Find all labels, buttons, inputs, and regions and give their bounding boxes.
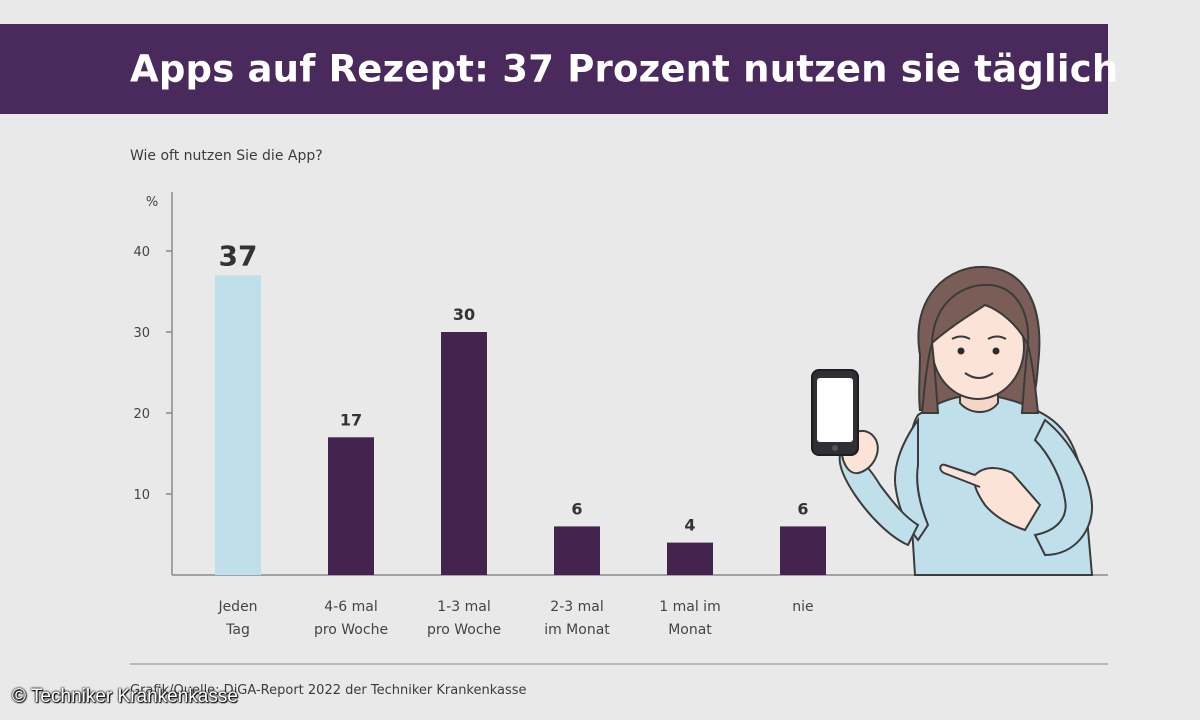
source-note: Grafik/Quelle: DiGA-Report 2022 der Tech… <box>130 683 527 698</box>
x-category-label: pro Woche <box>314 622 388 638</box>
footer-divider <box>130 663 1108 665</box>
bar-value-label: 6 <box>571 499 582 518</box>
bar <box>441 332 487 575</box>
bar <box>215 275 261 575</box>
survey-question: Wie oft nutzen Sie die App? <box>130 148 323 164</box>
woman-with-phone-illustration <box>811 265 1094 576</box>
bar-value-label: 37 <box>219 239 258 272</box>
y-tick-label: 10 <box>133 488 150 503</box>
y-tick-label: 20 <box>133 407 150 422</box>
bar <box>328 437 374 575</box>
bar <box>554 526 600 575</box>
x-category-label: 4-6 mal <box>324 599 377 615</box>
y-axis-unit-label: % <box>146 195 158 210</box>
bar <box>667 542 713 575</box>
x-category-label: Monat <box>668 622 712 638</box>
x-category-label: Tag <box>225 622 250 638</box>
copyright-watermark: © Techniker Krankenkasse <box>12 686 238 707</box>
x-category-label: im Monat <box>544 622 610 638</box>
x-category-label: pro Woche <box>427 622 501 638</box>
chart-title: Apps auf Rezept: 37 Prozent nutzen sie t… <box>130 47 1119 91</box>
x-category-label: Jeden <box>217 599 257 615</box>
x-category-label: 1-3 mal <box>437 599 490 615</box>
x-category-label: 1 mal im <box>659 599 720 615</box>
bar <box>780 526 826 575</box>
y-tick-label: 30 <box>133 326 150 341</box>
x-category-label: nie <box>792 599 813 615</box>
x-category-label: 2-3 mal <box>550 599 603 615</box>
bar-value-label: 6 <box>797 499 808 518</box>
title-banner: Apps auf Rezept: 37 Prozent nutzen sie t… <box>0 24 1118 114</box>
y-tick-label: 40 <box>133 245 150 260</box>
bar-value-label: 17 <box>340 410 362 429</box>
bar-value-label: 4 <box>684 516 695 535</box>
bar-value-label: 30 <box>453 305 475 324</box>
